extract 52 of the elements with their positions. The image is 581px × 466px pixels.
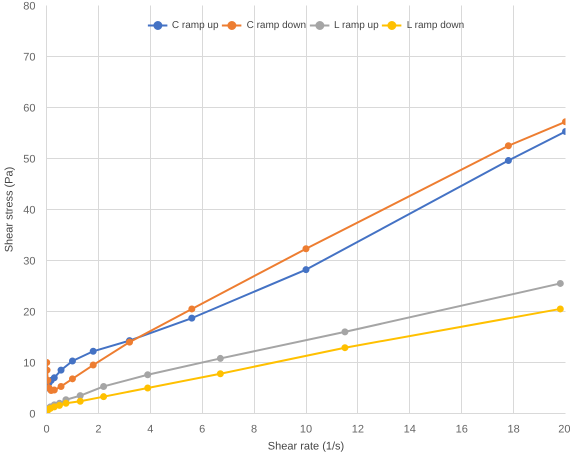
point [50,374,58,382]
point [68,357,76,364]
x-tick-label: 2 [95,424,102,436]
x-tick-label: 0 [43,424,50,436]
y-tick-label: 40 [23,204,36,216]
y-tick-label: 0 [29,408,36,420]
x-tick-label: 18 [507,424,520,436]
point [58,382,65,390]
point [556,280,564,287]
y-tick-label: 50 [23,154,36,166]
y-tick-label: 10 [23,358,36,370]
point [216,370,224,378]
y-tick-label: 30 [23,256,36,268]
point [302,245,310,252]
x-axis-title: Shear rate (1/s) [268,440,344,452]
point [90,362,97,369]
x-tick-label: 4 [147,424,154,436]
x-tick-label: 12 [352,424,364,436]
point [100,393,108,400]
x-tick-label: 8 [251,424,258,436]
point [341,328,348,336]
point [302,266,310,274]
point [216,354,224,362]
point [144,371,152,378]
point [76,398,84,405]
point [504,142,512,150]
x-tick-label: 14 [404,424,416,436]
x-tick-label: 6 [199,424,206,436]
legend-label: L ramp down [406,20,464,30]
point [90,348,97,355]
point [188,314,196,322]
legend-label: C ramp up [172,20,219,30]
point [100,382,108,390]
y-axis-title: Shear stress (Pa) [3,166,16,252]
y-tick-label: 80 [23,0,36,12]
point [556,305,564,312]
point [188,305,196,312]
legend-label: L ramp up [334,20,379,30]
x-tick-label: 16 [456,424,468,436]
point [144,384,152,392]
point [58,366,65,374]
point [341,344,348,352]
point [62,400,70,407]
legend-label: C ramp down [246,20,306,30]
point [68,375,76,382]
x-tick-label: 20 [558,424,571,436]
point [504,157,512,164]
x-tick-label: 10 [300,424,312,436]
y-tick-label: 60 [23,102,36,114]
y-tick-label: 70 [23,52,36,64]
point [76,392,84,400]
y-tick-label: 20 [23,306,36,318]
